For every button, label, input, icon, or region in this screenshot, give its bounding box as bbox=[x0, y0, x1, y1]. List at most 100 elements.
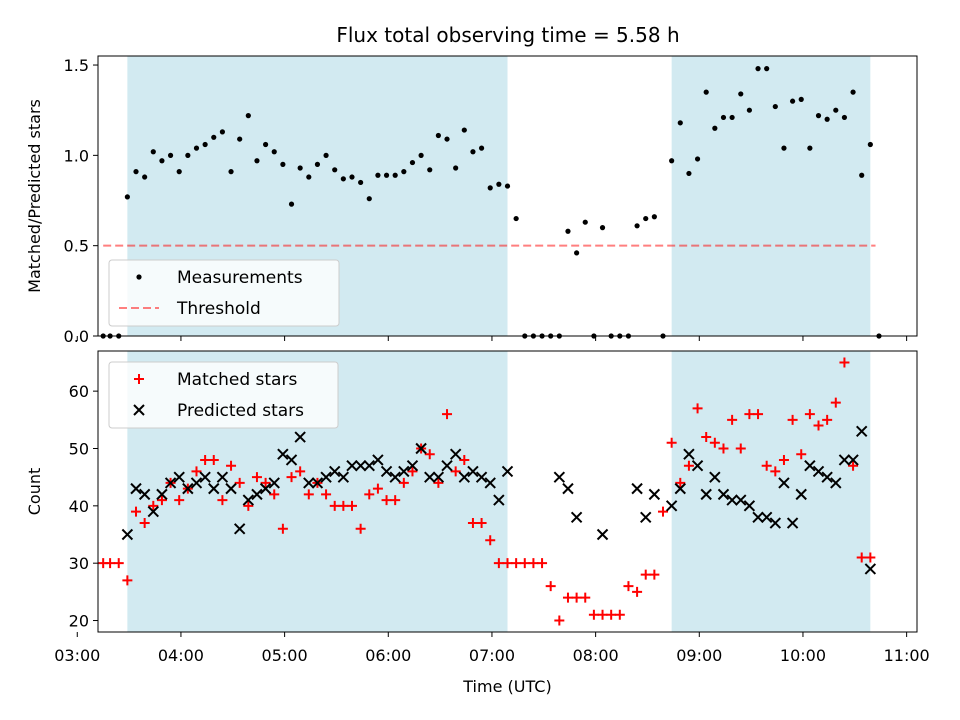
data-point bbox=[789, 98, 796, 104]
legend-label: Measurements bbox=[177, 268, 303, 288]
data-point bbox=[337, 471, 350, 483]
data-point bbox=[824, 116, 830, 122]
data-point bbox=[485, 535, 496, 546]
data-point bbox=[709, 471, 721, 483]
data-point bbox=[669, 158, 675, 164]
data-point bbox=[383, 172, 390, 178]
data-point bbox=[537, 558, 548, 569]
data-point bbox=[753, 409, 764, 420]
data-point bbox=[501, 465, 514, 478]
data-point bbox=[631, 482, 643, 495]
data-point bbox=[738, 91, 744, 97]
data-point bbox=[200, 454, 211, 465]
legend: Matched stars Predicted stars bbox=[108, 361, 339, 429]
data-point bbox=[599, 225, 606, 231]
y-axis-label: Count bbox=[25, 468, 44, 516]
data-point bbox=[769, 517, 782, 529]
data-point bbox=[850, 89, 856, 95]
data-point bbox=[570, 511, 583, 524]
legend-label: Threshold bbox=[176, 299, 261, 319]
data-point bbox=[692, 403, 703, 414]
data-point bbox=[167, 152, 174, 158]
data-point bbox=[199, 471, 211, 483]
data-point bbox=[190, 477, 203, 489]
data-point bbox=[686, 170, 692, 177]
data-point bbox=[182, 482, 194, 495]
y-axis-label: Matched/Predicted stars bbox=[25, 99, 44, 293]
observing-window-band bbox=[671, 351, 871, 632]
data-point bbox=[332, 167, 338, 173]
data-point bbox=[193, 145, 200, 151]
data-point bbox=[173, 471, 185, 483]
data-point bbox=[798, 96, 804, 102]
data-point bbox=[243, 500, 254, 511]
data-point bbox=[346, 459, 358, 472]
y-tick-label: 60 bbox=[69, 382, 89, 401]
data-point bbox=[131, 506, 142, 517]
data-point bbox=[847, 454, 859, 466]
data-point bbox=[665, 500, 678, 512]
data-point bbox=[475, 471, 488, 483]
x-axis-label: Time (UTC) bbox=[462, 677, 551, 696]
data-point bbox=[191, 466, 202, 477]
data-point bbox=[226, 460, 237, 471]
data-point bbox=[867, 141, 873, 148]
data-point bbox=[606, 609, 617, 620]
data-point bbox=[176, 169, 182, 175]
data-point bbox=[142, 174, 148, 180]
data-point bbox=[467, 465, 479, 478]
data-point bbox=[770, 466, 781, 477]
data-point bbox=[735, 443, 746, 454]
data-point bbox=[294, 431, 306, 443]
data-point bbox=[237, 136, 243, 142]
legend-swatch bbox=[134, 374, 144, 384]
data-point bbox=[528, 558, 539, 569]
data-point bbox=[562, 592, 573, 603]
data-point bbox=[216, 471, 229, 483]
data-point bbox=[864, 563, 877, 575]
series-matched-stars bbox=[98, 357, 876, 626]
data-point bbox=[286, 472, 297, 483]
data-point bbox=[493, 494, 505, 506]
data-point bbox=[804, 459, 816, 472]
data-point bbox=[565, 228, 571, 234]
data-point bbox=[649, 569, 660, 580]
data-point bbox=[354, 459, 367, 472]
data-point bbox=[269, 489, 280, 500]
data-point bbox=[277, 523, 288, 534]
y-tick-label: 50 bbox=[69, 439, 89, 458]
data-point bbox=[484, 477, 496, 489]
data-point bbox=[744, 409, 755, 420]
data-point bbox=[406, 459, 419, 472]
data-point bbox=[450, 466, 461, 477]
legend-box bbox=[108, 259, 340, 327]
data-point bbox=[511, 558, 522, 569]
data-point bbox=[712, 125, 718, 131]
data-point bbox=[148, 500, 159, 511]
data-point bbox=[306, 174, 312, 180]
data-point bbox=[755, 66, 761, 72]
data-point bbox=[830, 397, 841, 408]
data-point bbox=[375, 172, 381, 178]
legend-swatch bbox=[133, 404, 145, 416]
data-point bbox=[640, 569, 651, 580]
data-point bbox=[295, 466, 306, 477]
data-point bbox=[320, 471, 332, 483]
data-point bbox=[735, 494, 747, 506]
data-point bbox=[614, 609, 625, 620]
data-point bbox=[363, 459, 375, 472]
series-predicted-stars bbox=[121, 425, 877, 575]
data-point bbox=[553, 471, 566, 483]
data-point bbox=[372, 454, 384, 466]
data-point bbox=[703, 89, 709, 95]
data-point bbox=[130, 482, 142, 495]
data-point bbox=[582, 219, 588, 225]
data-point bbox=[859, 172, 865, 178]
data-point bbox=[358, 179, 364, 186]
data-point bbox=[381, 495, 392, 506]
data-point bbox=[407, 466, 418, 477]
data-point bbox=[346, 500, 357, 511]
x-tick-label: 04:00 bbox=[158, 646, 204, 665]
data-point bbox=[338, 500, 349, 511]
data-point bbox=[285, 454, 298, 466]
